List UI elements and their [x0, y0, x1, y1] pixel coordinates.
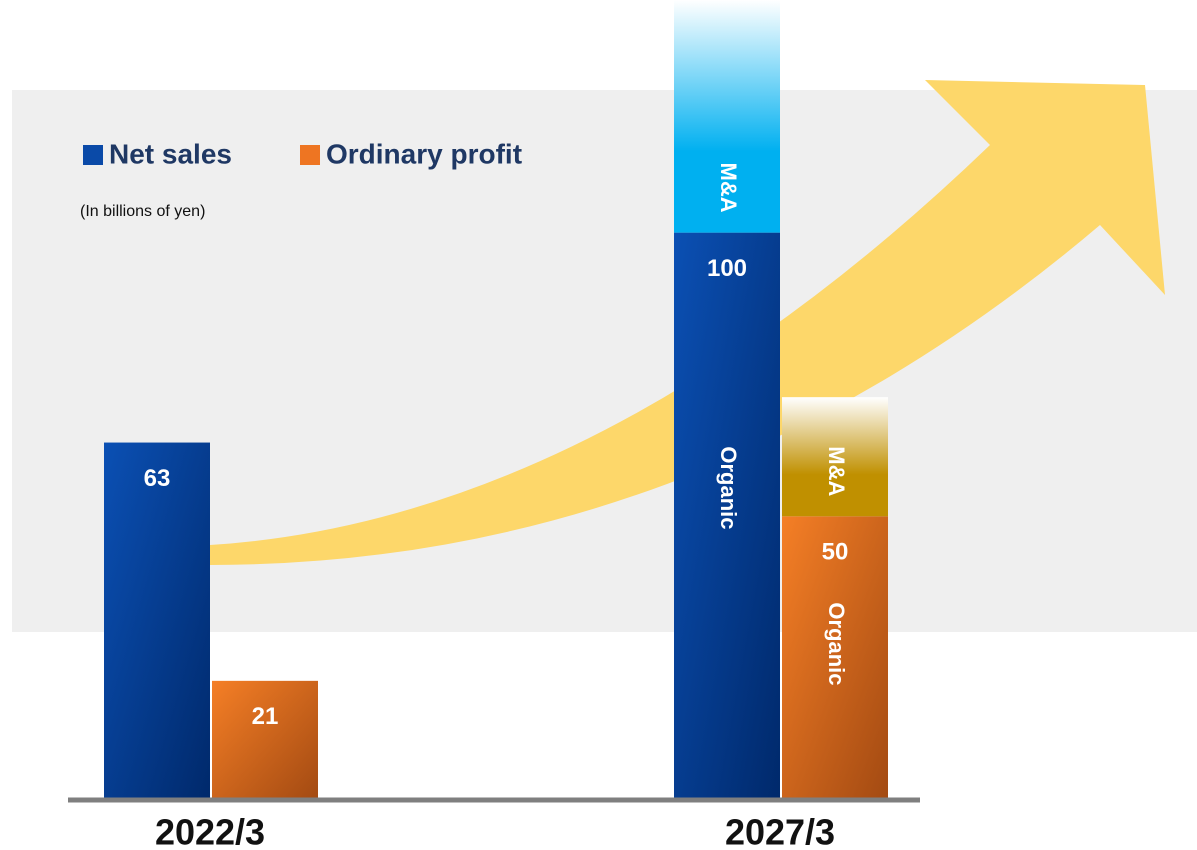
plot: Net sales Ordinary profit 2022/3 63 21 2027/3… [83, 0, 888, 850]
bar-extra [674, 0, 780, 233]
segment-label: Organic [716, 446, 741, 529]
segment-label: M&A [824, 446, 849, 496]
data-label: 50 [822, 539, 849, 566]
bar [782, 516, 888, 800]
bar [212, 680, 318, 800]
data-label: 100 [707, 255, 747, 282]
subtitle: (In billions of yen) [80, 203, 205, 220]
bar [104, 442, 210, 800]
bar [674, 232, 780, 800]
data-label: 21 [252, 703, 279, 730]
legend-label: Ordinary profit [326, 138, 522, 169]
segment-label: M&A [716, 163, 741, 213]
x-tick-label: 2022/3 [155, 812, 265, 850]
legend-label: Net sales [109, 138, 232, 169]
segment-label: Organic [824, 602, 849, 685]
data-label: 63 [144, 465, 171, 492]
bar-extra [782, 397, 888, 517]
legend-swatch [83, 145, 103, 165]
x-tick-label: 2027/3 [725, 812, 835, 850]
legend-swatch [300, 145, 320, 165]
